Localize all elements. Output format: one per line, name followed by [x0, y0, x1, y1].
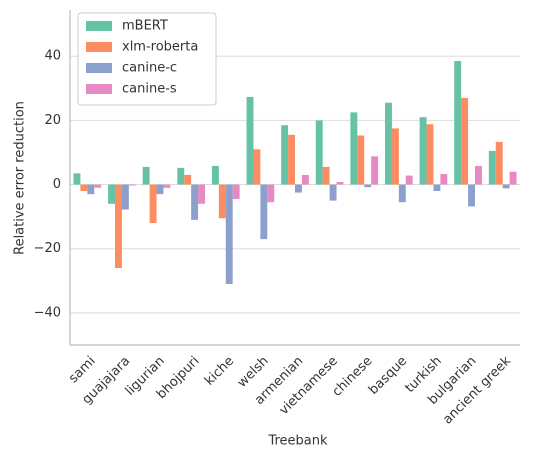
y-tick-label: 20 [44, 113, 61, 128]
bar [336, 181, 344, 185]
y-tick-label: −20 [34, 241, 61, 256]
bar [73, 173, 81, 185]
legend-label: mBERT [122, 19, 168, 34]
bar [267, 184, 275, 203]
bar [461, 97, 469, 185]
bar [322, 166, 330, 185]
bar [128, 184, 136, 186]
bar [163, 184, 171, 188]
legend: mBERT xlm-roberta canine-c canine-s [77, 12, 217, 106]
bar [121, 184, 129, 210]
bar [385, 102, 392, 185]
bar [509, 171, 517, 185]
x-tick-label: basque [366, 354, 410, 398]
bar [475, 165, 482, 185]
bar [350, 112, 358, 185]
bar [329, 184, 337, 201]
bar [315, 120, 323, 185]
bar [488, 150, 496, 185]
y-tick-label: 40 [44, 49, 61, 64]
bar [281, 125, 289, 185]
bar [108, 184, 115, 204]
bar [246, 96, 254, 185]
legend-box [77, 12, 217, 106]
bar [502, 184, 510, 189]
bar [198, 184, 205, 204]
bar [142, 166, 150, 185]
bar [115, 184, 122, 268]
bar [419, 117, 427, 185]
x-axis-label: Treebank [267, 434, 328, 449]
bar [495, 141, 503, 185]
y-tick-label: −40 [34, 305, 61, 320]
legend-label: canine-s [122, 82, 177, 97]
bar [288, 134, 295, 185]
bar [426, 124, 434, 185]
bar [218, 184, 226, 219]
bar [468, 184, 475, 207]
bar [440, 173, 448, 185]
legend-label: xlm-roberta [122, 40, 198, 55]
bar [94, 184, 102, 188]
bar [211, 165, 219, 185]
bar [232, 184, 240, 199]
y-axis-label: Relative error reduction [13, 101, 28, 255]
bar [433, 184, 441, 191]
legend-swatch [86, 42, 112, 52]
bar [156, 184, 164, 195]
bar [253, 149, 261, 185]
bar [301, 174, 309, 185]
bar [391, 128, 399, 185]
x-tick-label: kiche [202, 354, 237, 389]
legend-swatch [86, 84, 112, 94]
bar [371, 156, 379, 185]
bar [364, 184, 372, 188]
bar [357, 135, 365, 185]
bar [454, 61, 462, 185]
legend-swatch [86, 63, 112, 73]
bar [80, 184, 88, 191]
bar [405, 175, 413, 185]
legend-label: canine-c [122, 61, 177, 76]
bar [295, 184, 302, 193]
bar [87, 184, 95, 195]
legend-swatch [86, 21, 112, 31]
bar [398, 184, 406, 203]
bar [191, 184, 199, 220]
bar [260, 184, 268, 240]
bar [184, 174, 192, 185]
y-tick-label: 0 [53, 177, 61, 192]
bar [177, 167, 185, 185]
bar [149, 184, 157, 224]
bar [225, 184, 233, 285]
